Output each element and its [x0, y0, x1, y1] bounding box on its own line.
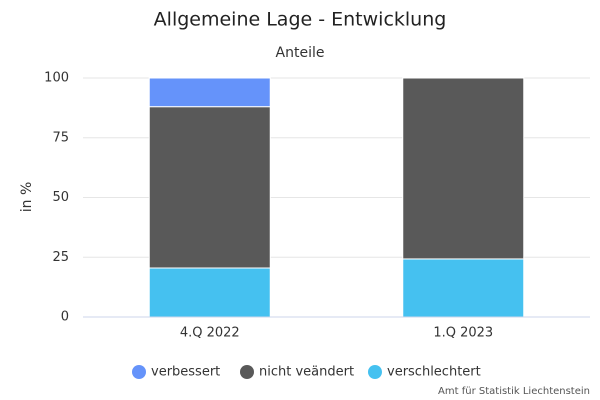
bar-segment	[148, 106, 271, 269]
bar-segment	[402, 258, 525, 318]
y-tick-label: 50	[52, 190, 69, 205]
credit: Amt für Statistik Liechtenstein	[438, 386, 590, 397]
legend-marker[interactable]	[132, 365, 146, 379]
legend-label[interactable]: nicht veändert	[259, 365, 354, 380]
y-tick-label: 100	[44, 71, 69, 86]
bar-segment	[148, 77, 271, 108]
x-tick-label: 4.Q 2022	[180, 326, 240, 341]
legend-label[interactable]: verschlechtert	[387, 365, 481, 380]
y-tick-label: 0	[61, 310, 69, 325]
legend-marker[interactable]	[240, 365, 254, 379]
bar-segment	[148, 267, 271, 318]
x-tick-label: 1.Q 2023	[433, 326, 493, 341]
y-axis-label: in %	[19, 182, 35, 213]
y-tick-label: 25	[52, 250, 69, 265]
bar-segment	[402, 77, 525, 260]
legend-label[interactable]: verbessert	[151, 365, 220, 380]
y-tick-label: 75	[52, 130, 69, 145]
chart-subtitle: Anteile	[276, 45, 325, 61]
chart-title: Allgemeine Lage - Entwicklung	[154, 9, 447, 31]
legend-marker[interactable]	[368, 365, 382, 379]
